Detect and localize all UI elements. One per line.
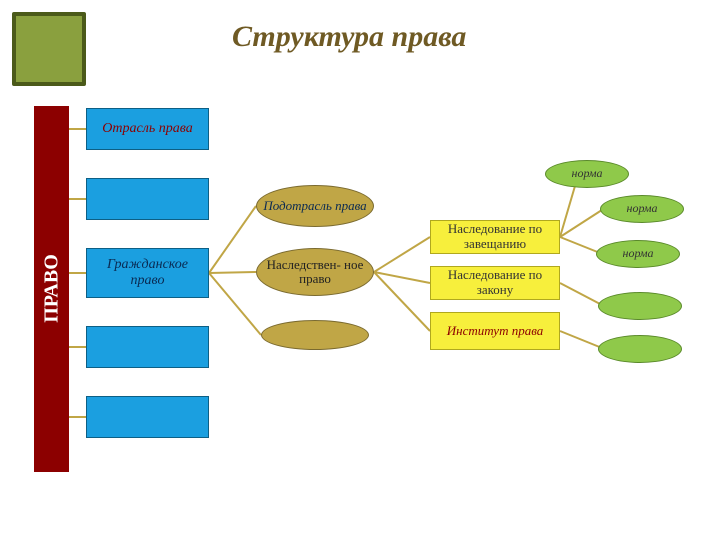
institute-box-1: Наследование по закону xyxy=(430,266,560,300)
institute-box-0: Наследование по завещанию xyxy=(430,220,560,254)
diagram-stage: { "title": { "text": "Структура права", … xyxy=(0,0,720,540)
root-spine-label: ПРАВО xyxy=(40,239,63,339)
sub-ellipse-0: Подотрасль права xyxy=(256,185,374,227)
norm-ellipse-0: норма xyxy=(545,160,629,188)
branch-box-4 xyxy=(86,396,209,438)
institute-box-2: Институт права xyxy=(430,312,560,350)
branch-box-2: Гражданское право xyxy=(86,248,209,298)
norm-ellipse-1: норма xyxy=(600,195,684,223)
norm-ellipse-3 xyxy=(598,292,682,320)
branch-box-1 xyxy=(86,178,209,220)
corner-ornament xyxy=(12,12,86,86)
norm-ellipse-2: норма xyxy=(596,240,680,268)
sub-ellipse-2 xyxy=(261,320,369,350)
sub-ellipse-1: Наследствен- ное право xyxy=(256,248,374,296)
branch-box-0: Отрасль права xyxy=(86,108,209,150)
branch-box-3 xyxy=(86,326,209,368)
page-title: Структура права xyxy=(232,20,466,54)
norm-ellipse-4 xyxy=(598,335,682,363)
